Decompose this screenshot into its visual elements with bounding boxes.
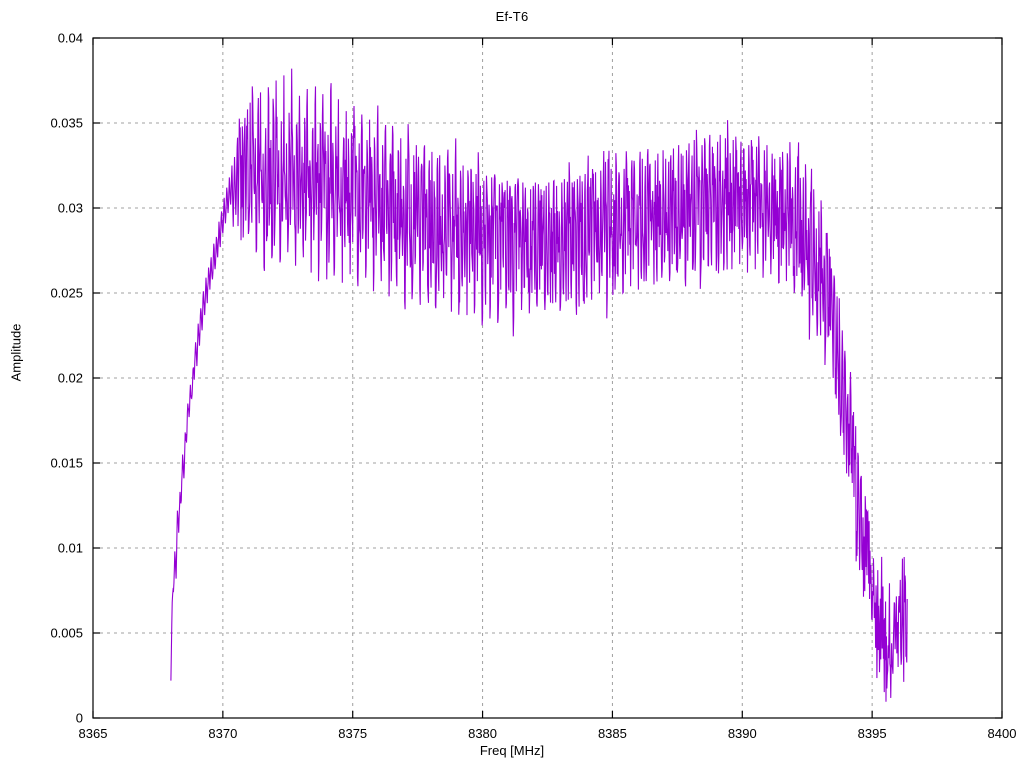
x-tick-label: 8385 <box>597 726 627 741</box>
y-tick-label: 0.04 <box>57 30 83 46</box>
y-tick-label: 0.015 <box>50 455 83 471</box>
data-series-line <box>170 68 908 702</box>
x-tick-label: 8375 <box>338 726 368 741</box>
y-tick-label: 0 <box>75 710 83 726</box>
y-tick-label: 0.01 <box>57 540 83 556</box>
x-tick-label: 8390 <box>727 726 757 741</box>
x-tick-label: 8395 <box>857 726 887 741</box>
plot-border <box>92 37 1003 719</box>
x-axis-label: Freq [MHz] <box>479 743 545 758</box>
y-axis-label: Amplitude <box>8 323 24 382</box>
y-tick-label: 0.03 <box>57 200 83 216</box>
y-tick-label: 0.005 <box>50 625 83 641</box>
x-tick-label: 8400 <box>987 726 1017 741</box>
x-tick-label: 8380 <box>468 726 498 741</box>
chart-title: Ef-T6 <box>495 9 529 24</box>
y-tick-label: 0.025 <box>50 285 83 301</box>
x-tick-label: 8365 <box>78 726 108 741</box>
grid-lines <box>93 38 1002 718</box>
y-tick-label: 0.035 <box>50 115 83 131</box>
x-tick-label: 8370 <box>208 726 238 741</box>
y-tick-label: 0.02 <box>57 370 83 386</box>
